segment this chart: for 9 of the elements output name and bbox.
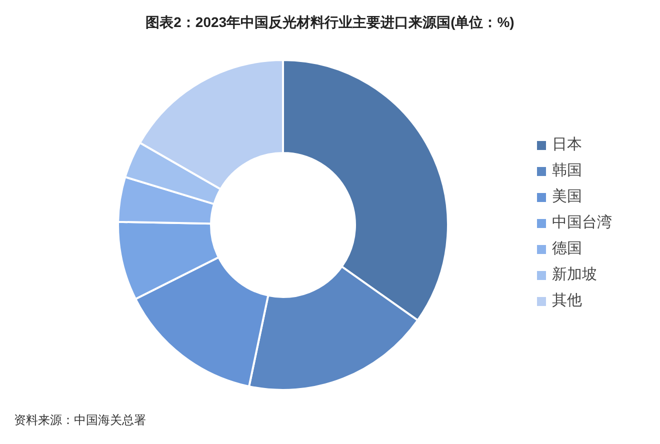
chart-title: 图表2：2023年中国反光材料行业主要进口来源国(单位：%) [144,14,516,32]
legend-label: 德国 [552,239,582,259]
legend-label: 美国 [552,187,582,207]
legend-label: 韩国 [552,161,582,181]
legend-label: 中国台湾 [552,213,612,233]
text: 资料来源：中国海关总署 [14,412,146,429]
legend-label: 其他 [552,291,582,311]
legend-label: 新加坡 [552,265,597,285]
legend-label: 日本 [552,135,582,155]
